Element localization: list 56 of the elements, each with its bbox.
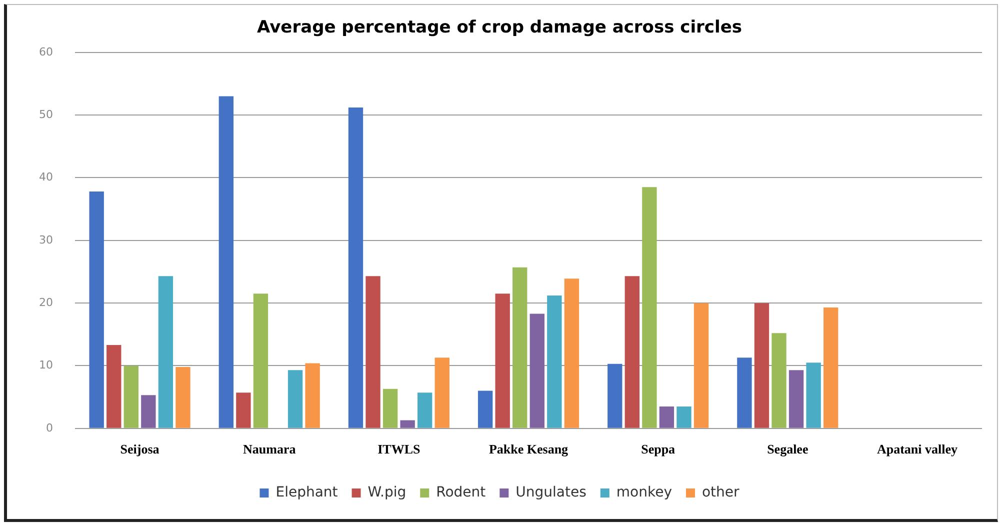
y-tick-label: 30 [38,233,53,246]
y-tick-label: 60 [38,45,53,58]
legend-label: Elephant [276,484,338,501]
x-tick-label: Segalee [767,442,808,457]
bar [659,406,674,428]
bar [608,364,622,428]
y-tick-label: 10 [38,358,53,372]
bar [754,303,770,428]
bar [806,362,821,428]
bar [624,276,640,428]
x-tick-label: Seppa [641,442,676,457]
legend-label: monkey [616,484,672,501]
x-tick-label: Seijosa [120,442,160,457]
bar [106,345,122,428]
bar [676,406,692,428]
bar [253,294,268,428]
bar [642,187,657,428]
bar [478,390,493,428]
y-tick-label: 0 [46,421,53,434]
bar [512,267,528,428]
bar [547,296,562,428]
chart-title: Average percentage of crop damage across circles [257,18,742,38]
bar [772,333,786,428]
x-tick-label: Pakke Kesang [488,442,569,457]
legend-label: Rodent [436,484,486,501]
bar [694,303,709,428]
bar [434,358,450,428]
legend-label: Ungulates [516,484,586,501]
legend-label: W.pig [368,484,406,501]
bar [495,294,510,428]
bar [564,278,580,428]
bar [141,395,156,428]
bar [788,370,804,428]
bar [288,370,303,428]
bar [382,388,398,428]
bar [236,392,251,428]
x-tick-label: ITWLS [378,442,420,457]
bar [366,276,380,428]
x-tick-label: Apatani valley [876,442,958,457]
bar [400,420,415,428]
x-tick-label: Naumara [242,442,296,457]
bar [737,358,752,428]
bar [158,276,174,428]
y-tick-label: 20 [38,296,53,309]
bar [89,192,104,428]
legend-label: other [702,484,740,501]
bar [124,366,138,428]
y-tick-label: 50 [38,108,53,121]
bar [530,314,544,428]
bar [305,363,320,428]
bar [218,96,234,428]
bar [823,307,838,428]
bar [418,392,432,428]
bar [348,108,364,428]
bar [176,366,190,428]
y-tick-label: 40 [38,170,53,184]
